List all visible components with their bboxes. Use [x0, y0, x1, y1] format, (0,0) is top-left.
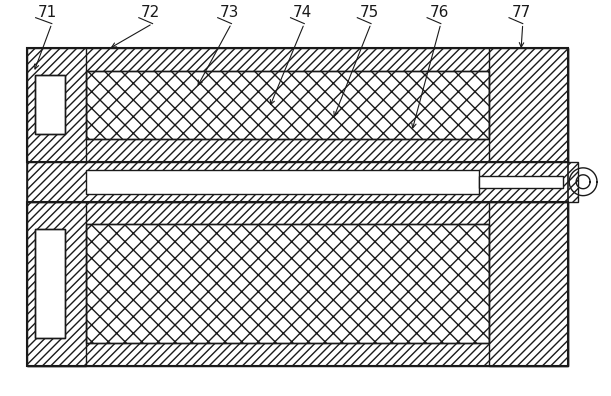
Bar — [27, 202, 87, 366]
Bar — [27, 162, 568, 202]
Bar — [35, 76, 65, 134]
Bar — [87, 225, 489, 343]
Bar — [27, 162, 578, 202]
Bar — [27, 48, 568, 162]
Bar — [27, 202, 568, 366]
Bar — [489, 48, 568, 162]
Bar — [35, 229, 65, 338]
Bar — [87, 70, 489, 139]
Text: 74: 74 — [293, 5, 312, 20]
Bar — [87, 70, 489, 139]
Bar — [27, 48, 87, 162]
Text: 72: 72 — [141, 5, 160, 20]
Bar — [479, 176, 563, 188]
Bar — [87, 70, 489, 139]
Bar — [35, 229, 65, 338]
Bar — [27, 202, 87, 366]
Bar — [489, 48, 568, 162]
Bar — [87, 225, 489, 343]
Text: 71: 71 — [38, 5, 57, 20]
Bar — [35, 76, 65, 134]
Bar — [87, 170, 479, 194]
Text: 75: 75 — [360, 5, 379, 20]
Bar — [27, 202, 568, 366]
Text: 77: 77 — [511, 5, 530, 20]
Bar — [489, 202, 568, 366]
Bar — [27, 48, 87, 162]
Bar — [87, 225, 489, 343]
Bar — [27, 48, 568, 162]
Text: 73: 73 — [220, 5, 240, 20]
Bar — [489, 202, 568, 366]
Text: 76: 76 — [430, 5, 448, 20]
